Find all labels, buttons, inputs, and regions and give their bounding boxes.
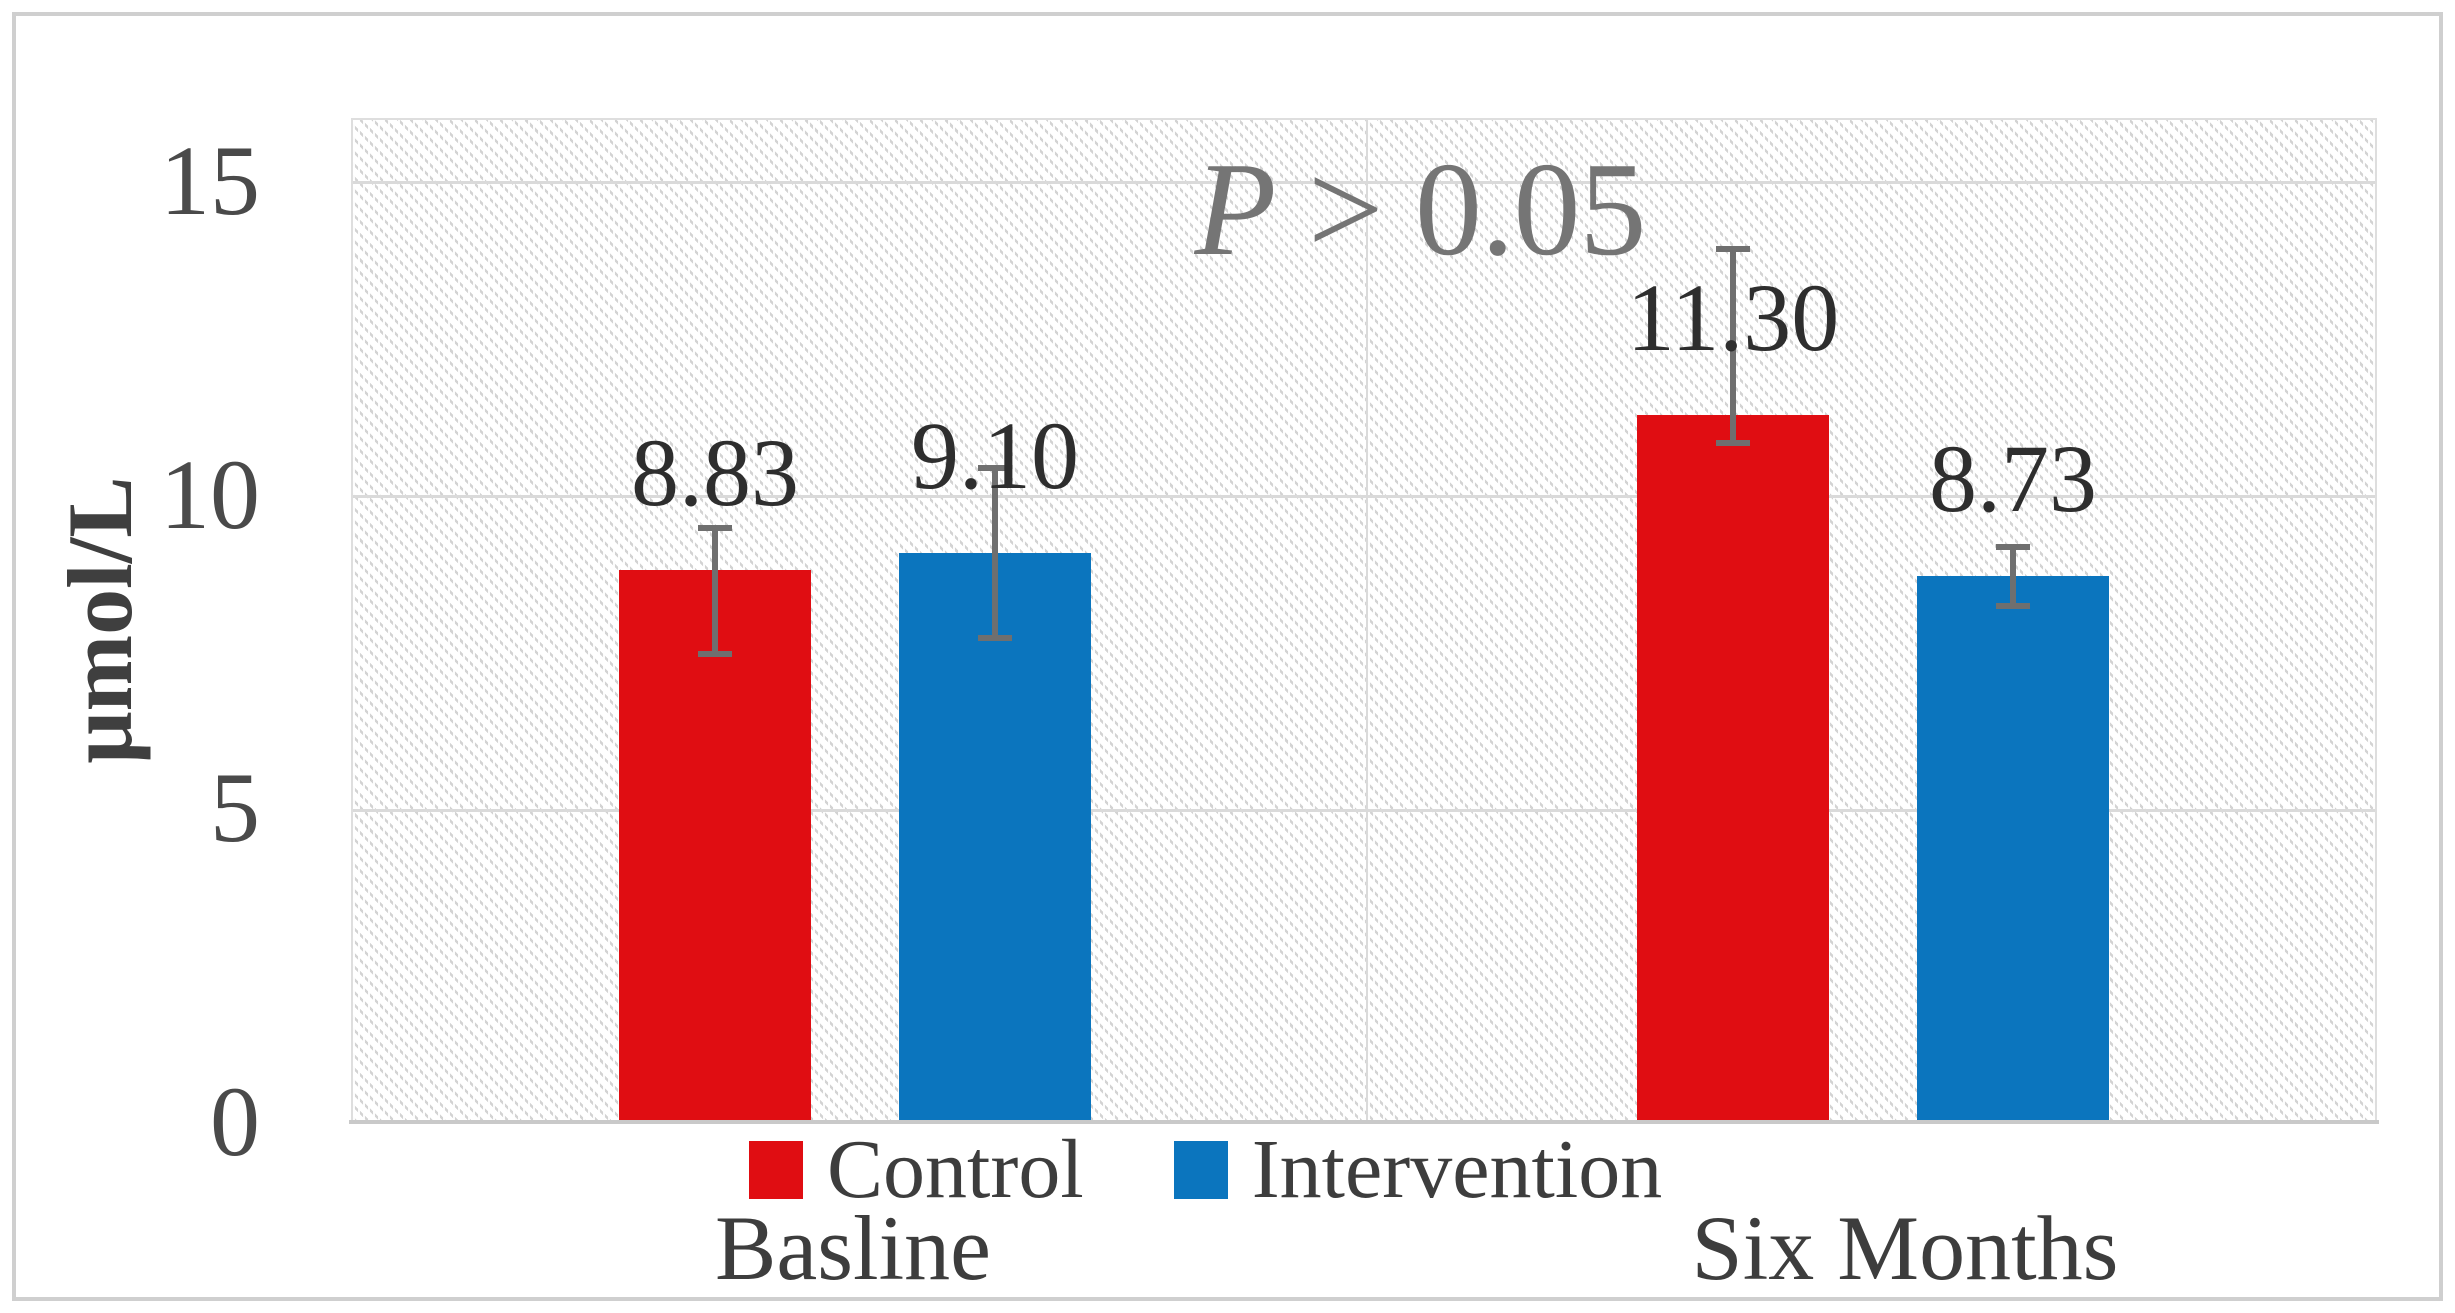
y-tick-label-15: 15	[160, 124, 260, 236]
legend-item-intervention: Intervention	[1173, 1123, 1663, 1216]
bar-intervention-basline	[899, 552, 1091, 1124]
error-cap-bottom	[978, 634, 1012, 641]
gridline-y-5	[353, 808, 2375, 812]
bar-intervention-six-months	[1917, 576, 2109, 1124]
x-axis-label-basline: Basline	[715, 1197, 991, 1299]
error-cap-top	[978, 465, 1012, 472]
plot-area: 8.83 11.30 9.10 8.73	[351, 118, 2377, 1124]
error-bar-intervention-basline	[992, 465, 998, 641]
legend-item-control: Control	[749, 1128, 1084, 1212]
error-cap-top	[1996, 543, 2030, 550]
x-axis-line	[349, 1120, 2379, 1124]
bar-control-six-months	[1637, 414, 1829, 1124]
legend-swatch-control	[749, 1141, 803, 1199]
error-cap-top	[698, 524, 732, 531]
error-bar-control-six-months	[1730, 245, 1736, 447]
category-divider-gridline	[1366, 120, 1368, 1120]
value-label-control-basline: 8.83	[631, 418, 799, 526]
y-tick-label-5: 5	[210, 752, 260, 864]
gridline-y-10	[353, 495, 2375, 498]
value-label-intervention-six-months: 8.73	[1929, 425, 2097, 533]
p-symbol: P	[1194, 135, 1277, 283]
error-cap-bottom	[1716, 440, 1750, 447]
x-axis-label-six-months: Six Months	[1691, 1197, 2119, 1299]
gridline-y-15	[353, 181, 2375, 185]
error-bar-intervention-six-months	[2010, 543, 2016, 610]
chart-legend: Control Intervention	[749, 1128, 1662, 1212]
bar-control-basline	[619, 569, 811, 1124]
error-cap-bottom	[698, 650, 732, 657]
y-tick-label-0: 0	[210, 1066, 260, 1177]
error-cap-top	[1716, 245, 1750, 252]
error-bar-control-basline	[712, 524, 718, 657]
legend-swatch-intervention	[1173, 1141, 1228, 1199]
error-cap-bottom	[1996, 603, 2030, 610]
legend-label-control: Control	[827, 1123, 1084, 1216]
value-label-control-six-months: 11.30	[1626, 263, 1840, 371]
p-value-text: > 0.05	[1275, 135, 1647, 283]
legend-label-intervention: Intervention	[1251, 1123, 1663, 1216]
y-tick-label-10: 10	[160, 438, 260, 550]
value-label-intervention-basline: 9.10	[911, 401, 1079, 509]
p-value-annotation: P > 0.05	[1020, 142, 1820, 276]
